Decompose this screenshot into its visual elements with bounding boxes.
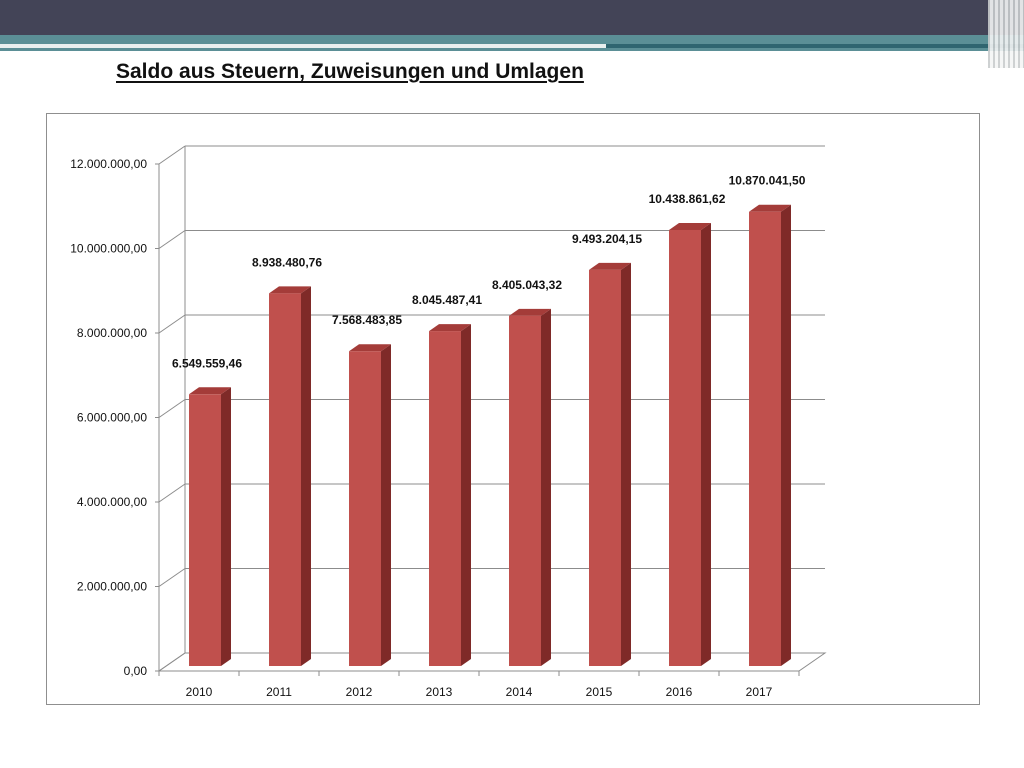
axis-layer: 0,00 2.000.000,00 4.000.000,00 6.000.000,00… xyxy=(70,157,800,699)
y-tick-label: 0,00 xyxy=(124,664,148,678)
bar-side xyxy=(781,204,791,666)
x-tick-label: 2010 xyxy=(186,685,213,699)
bar-layer xyxy=(189,204,791,666)
bar xyxy=(749,211,781,666)
y-tick-label: 8.000.000,00 xyxy=(77,326,147,340)
data-label: 8.405.043,32 xyxy=(492,278,562,292)
bar-side xyxy=(541,308,551,666)
y-tick-label: 6.000.000,00 xyxy=(77,411,147,425)
bar xyxy=(509,315,541,666)
bar-top xyxy=(429,324,471,332)
gridline-side xyxy=(158,483,186,503)
bar xyxy=(189,394,221,666)
data-label: 9.493.204,15 xyxy=(572,232,642,246)
x-tick-label: 2011 xyxy=(266,685,292,699)
bar-side xyxy=(381,344,391,666)
bar-side xyxy=(701,222,711,666)
data-label: 8.938.480,76 xyxy=(252,255,322,269)
gridline-side xyxy=(158,568,186,587)
gridline-side xyxy=(158,145,186,165)
gridline-side xyxy=(158,314,186,334)
data-label: 10.870.041,50 xyxy=(729,174,806,188)
gridline-side xyxy=(158,399,186,418)
bar-top xyxy=(349,344,391,352)
bar-chart: 0,00 2.000.000,00 4.000.000,00 6.000.000,00… xyxy=(70,145,827,699)
bar xyxy=(429,331,461,666)
data-label: 7.568.483,85 xyxy=(332,313,402,327)
bar xyxy=(669,229,701,666)
label-layer: 6.549.559,46 8.938.480,76 7.568.483,85 8.04… xyxy=(172,174,806,371)
y-tick-label: 10.000.000,00 xyxy=(70,242,147,256)
bar-top xyxy=(189,387,231,395)
x-tick-label: 2017 xyxy=(746,685,773,699)
bar-side xyxy=(621,262,631,666)
grid-layer xyxy=(157,145,827,672)
accent-highlight xyxy=(0,44,606,48)
data-label: 8.045.487,41 xyxy=(412,293,482,307)
data-label: 6.549.559,46 xyxy=(172,356,242,370)
bar-top xyxy=(589,262,631,270)
y-tick-label: 12.000.000,00 xyxy=(70,157,147,171)
x-tick-label: 2012 xyxy=(346,685,373,699)
bar-top xyxy=(749,204,791,212)
y-tick-label: 2.000.000,00 xyxy=(77,580,147,594)
bar-top xyxy=(269,286,311,294)
x-tick-label: 2015 xyxy=(586,685,613,699)
gridline-side xyxy=(158,230,186,249)
slide-title: Saldo aus Steuern, Zuweisungen und Umlag… xyxy=(116,60,584,83)
header-accent-band xyxy=(0,35,1024,51)
bar-side xyxy=(461,324,471,666)
x-tick-label: 2016 xyxy=(666,685,693,699)
y-tick-label: 4.000.000,00 xyxy=(77,495,147,509)
corner-decoration xyxy=(988,0,1024,68)
x-tick-label: 2013 xyxy=(426,685,453,699)
chart-frame: 0,00 2.000.000,00 4.000.000,00 6.000.000,00… xyxy=(46,113,980,705)
bar xyxy=(349,351,381,666)
bar-top xyxy=(509,308,551,316)
chart-floor xyxy=(157,652,827,672)
bar-top xyxy=(669,222,711,230)
x-tick-label: 2014 xyxy=(506,685,533,699)
bar xyxy=(269,293,301,666)
bar-side xyxy=(301,286,311,666)
data-label: 10.438.861,62 xyxy=(649,192,726,206)
header-band xyxy=(0,0,1024,35)
bar-side xyxy=(221,387,231,666)
bar xyxy=(589,269,621,666)
